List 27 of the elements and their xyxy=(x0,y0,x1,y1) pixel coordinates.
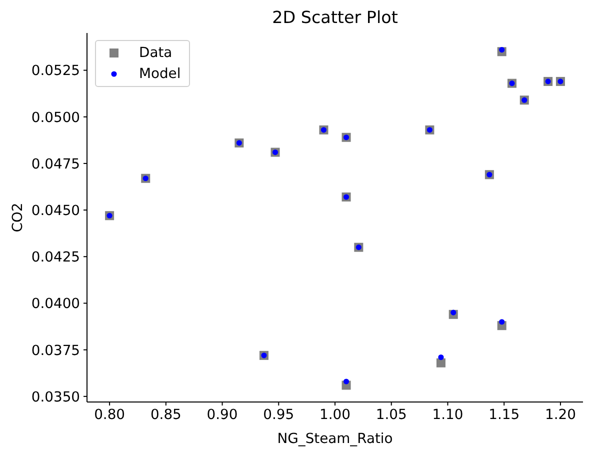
y-tick-label: 0.0400 xyxy=(31,296,80,312)
x-axis-title: NG_Steam_Ratio xyxy=(277,431,393,447)
point xyxy=(343,378,350,384)
x-tick-label: 1.00 xyxy=(320,406,350,423)
point xyxy=(438,354,444,360)
point xyxy=(499,46,505,53)
y-tick-label: 0.0375 xyxy=(31,342,80,359)
x-tick-label: 0.80 xyxy=(94,406,126,423)
x-tick-label: 1.05 xyxy=(376,406,407,423)
legend-label: Data xyxy=(139,44,172,60)
x-tick-label: 1.15 xyxy=(488,406,520,423)
legend-label: Model xyxy=(139,66,181,82)
y-tick-label: 0.0350 xyxy=(31,389,80,406)
y-tick-label: 0.0425 xyxy=(31,250,80,266)
x-tick-label: 1.10 xyxy=(432,406,464,423)
x-tick-label: 0.95 xyxy=(263,406,294,423)
y-tick-label: 0.0450 xyxy=(31,202,80,219)
y-tick-label: 0.0525 xyxy=(31,63,80,80)
y-tick-label: 0.0500 xyxy=(31,110,80,126)
x-tick-label: 1.20 xyxy=(544,406,576,423)
x-tick-label: 0.85 xyxy=(150,406,182,423)
chart-title: 2D Scatter Plot xyxy=(271,7,399,27)
point xyxy=(499,319,505,325)
x-tick-label: 0.90 xyxy=(206,406,238,423)
y-tick-label: 0.0475 xyxy=(31,156,80,172)
point xyxy=(436,358,446,368)
y-axis-title: CO2 xyxy=(10,202,26,232)
